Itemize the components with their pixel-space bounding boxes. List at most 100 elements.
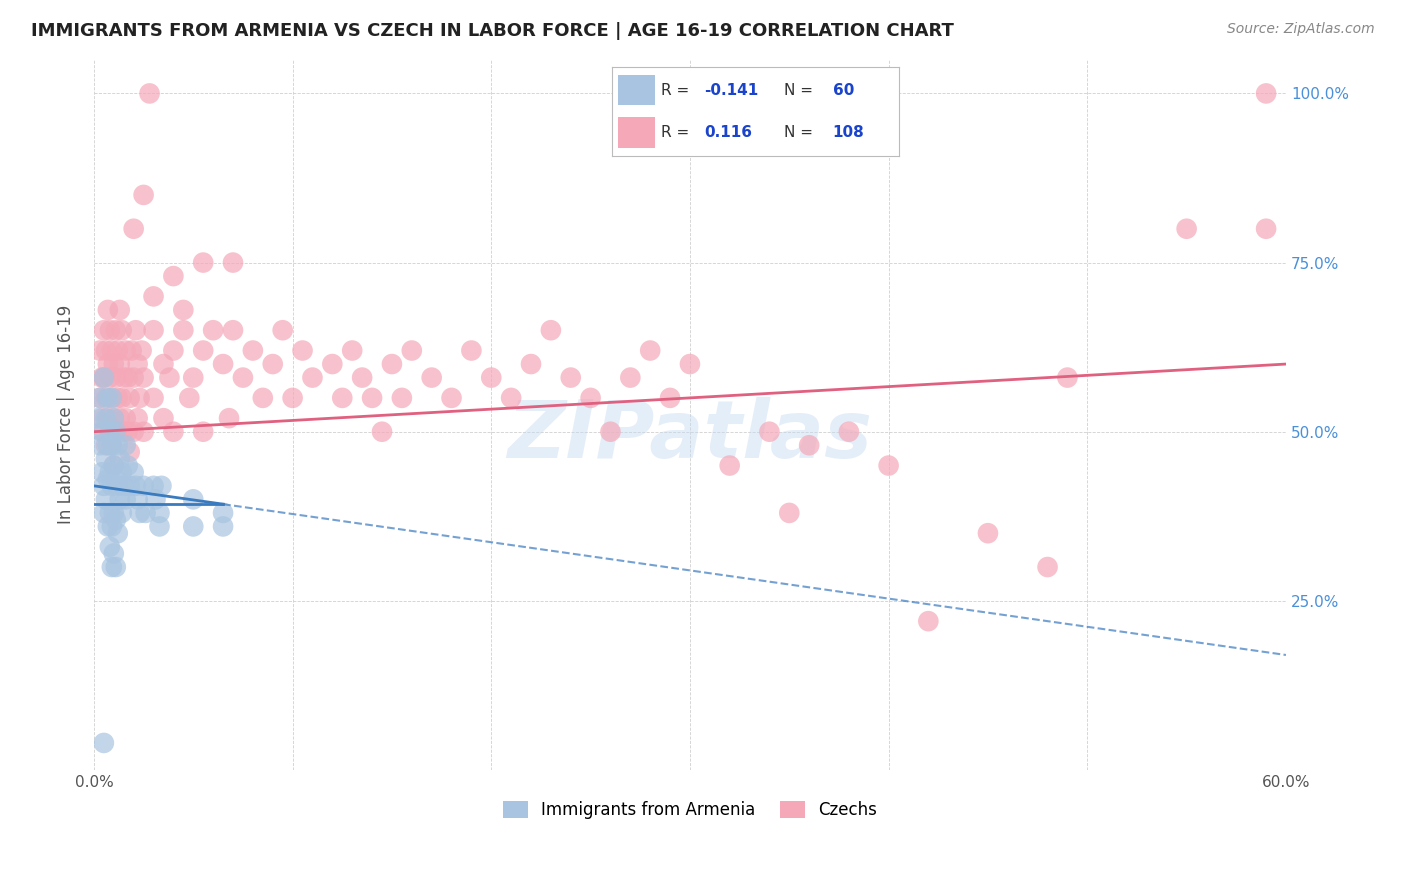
Point — [520, 357, 543, 371]
Point — [112, 479, 135, 493]
Point — [103, 411, 125, 425]
Point — [98, 370, 121, 384]
Point — [118, 479, 141, 493]
Point — [114, 411, 136, 425]
Point — [103, 458, 125, 473]
Point — [127, 411, 149, 425]
Point — [128, 391, 150, 405]
Point — [917, 614, 939, 628]
Point — [131, 343, 153, 358]
Point — [103, 458, 125, 473]
Point — [1175, 221, 1198, 235]
Point — [193, 343, 215, 358]
Legend: Immigrants from Armenia, Czechs: Immigrants from Armenia, Czechs — [496, 794, 884, 826]
Point — [104, 370, 127, 384]
Point — [93, 479, 115, 493]
Point — [101, 343, 124, 358]
Point — [101, 479, 124, 493]
Point — [162, 269, 184, 284]
Point — [93, 323, 115, 337]
Point — [132, 479, 155, 493]
Point — [94, 451, 117, 466]
Point — [212, 506, 235, 520]
Point — [90, 465, 112, 479]
Text: IMMIGRANTS FROM ARMENIA VS CZECH IN LABOR FORCE | AGE 16-19 CORRELATION CHART: IMMIGRANTS FROM ARMENIA VS CZECH IN LABO… — [31, 22, 953, 40]
Point — [381, 357, 404, 371]
Point — [93, 370, 115, 384]
Point — [132, 425, 155, 439]
Point — [638, 343, 661, 358]
Point — [440, 391, 463, 405]
Point — [104, 472, 127, 486]
Point — [89, 438, 111, 452]
Point — [111, 323, 134, 337]
Point — [501, 391, 523, 405]
Point — [127, 492, 149, 507]
Point — [98, 540, 121, 554]
Point — [104, 323, 127, 337]
Point — [132, 188, 155, 202]
Point — [145, 492, 167, 507]
Point — [98, 465, 121, 479]
Point — [232, 370, 254, 384]
Point — [128, 506, 150, 520]
Point — [98, 506, 121, 520]
Point — [122, 465, 145, 479]
Point — [101, 519, 124, 533]
Point — [619, 370, 641, 384]
Point — [97, 472, 120, 486]
Point — [97, 357, 120, 371]
Point — [391, 391, 413, 405]
Point — [94, 411, 117, 425]
Point — [112, 425, 135, 439]
Point — [107, 438, 129, 452]
Point — [98, 323, 121, 337]
Point — [340, 343, 363, 358]
Point — [114, 343, 136, 358]
Point — [108, 492, 131, 507]
Point — [104, 425, 127, 439]
Y-axis label: In Labor Force | Age 16-19: In Labor Force | Age 16-19 — [58, 305, 75, 524]
Point — [179, 391, 201, 405]
Point — [212, 357, 235, 371]
Point — [93, 506, 115, 520]
Point — [122, 425, 145, 439]
Point — [107, 343, 129, 358]
Point — [98, 425, 121, 439]
Point — [117, 458, 139, 473]
Point — [112, 370, 135, 384]
Point — [111, 506, 134, 520]
Point — [291, 343, 314, 358]
Point — [778, 506, 800, 520]
Point — [718, 458, 741, 473]
Point — [150, 479, 173, 493]
Point — [262, 357, 284, 371]
Point — [117, 370, 139, 384]
Point — [159, 370, 181, 384]
Point — [114, 438, 136, 452]
Point — [111, 465, 134, 479]
Point — [371, 425, 394, 439]
Point — [101, 438, 124, 452]
Point — [352, 370, 374, 384]
Point — [252, 391, 274, 405]
Text: Source: ZipAtlas.com: Source: ZipAtlas.com — [1227, 22, 1375, 37]
Point — [122, 370, 145, 384]
Point — [142, 323, 165, 337]
Point — [193, 425, 215, 439]
Point — [103, 357, 125, 371]
Point — [94, 438, 117, 452]
Point — [460, 343, 482, 358]
Point — [89, 343, 111, 358]
Point — [97, 302, 120, 317]
Point — [121, 343, 143, 358]
Point — [152, 357, 174, 371]
Point — [97, 391, 120, 405]
Point — [401, 343, 423, 358]
Point — [181, 370, 204, 384]
Point — [1254, 221, 1277, 235]
Point — [172, 323, 194, 337]
Point — [101, 560, 124, 574]
Point — [599, 425, 621, 439]
Point — [101, 438, 124, 452]
